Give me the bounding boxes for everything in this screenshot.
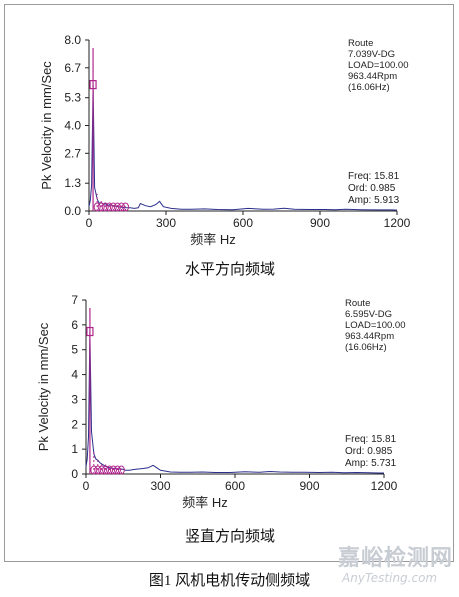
harmonic-marker xyxy=(101,202,109,212)
harmonic-marker xyxy=(113,465,121,475)
x-tick-label: 900 xyxy=(299,479,319,493)
info-text: 963.44Rpm xyxy=(348,71,397,82)
x-tick-label: 900 xyxy=(310,216,330,230)
info-text: LOAD=100.00 xyxy=(348,60,408,71)
chart-horizontal: 0.0 1.3 2.7 4.0 5.3 6.7 8.0 0 300 600 900 1200 频率 Hz… xyxy=(39,33,411,247)
info-text: Route xyxy=(348,38,373,49)
harmonic-marker xyxy=(122,202,130,212)
y-tick-label: 5 xyxy=(71,343,78,357)
x-tick-label: 300 xyxy=(156,216,176,230)
cursor-readout: Freq: 15.81 xyxy=(345,434,397,445)
x-tick-label: 1200 xyxy=(384,216,411,230)
y-tick-label: 2 xyxy=(71,417,78,431)
info-text: LOAD=100.00 xyxy=(345,320,405,331)
cursor-readout: Amp: 5.913 xyxy=(348,195,400,206)
y-axis-label: Pk Velocity in mm/Sec xyxy=(36,322,51,451)
y-tick-label: 3 xyxy=(71,392,78,406)
harmonic-marker xyxy=(98,465,106,475)
harmonic-marker xyxy=(94,465,102,475)
y-tick-label: 7 xyxy=(71,293,78,307)
x-axis-label: 频率 Hz xyxy=(182,495,228,510)
harmonic-marker xyxy=(109,465,117,475)
info-text: 963.44Rpm xyxy=(345,331,394,342)
harmonic-marker xyxy=(117,202,125,212)
x-axis-label: 频率 Hz xyxy=(190,232,236,247)
y-tick-label: 2.7 xyxy=(64,146,81,160)
y-axis-label: Pk Velocity in mm/Sec xyxy=(39,61,54,190)
harmonic-marker xyxy=(117,465,125,475)
x-tick-label: 600 xyxy=(225,479,245,493)
figure-frame xyxy=(4,4,454,562)
y-tick-label: 0 xyxy=(71,467,78,481)
y-tick-label: 6 xyxy=(71,318,78,332)
harmonic-marker xyxy=(105,202,113,212)
chart-caption-horizontal: 水平方向频域 xyxy=(185,262,276,278)
x-tick-label: 300 xyxy=(150,479,170,493)
harmonic-marker xyxy=(109,202,117,212)
cursor-readout: Freq: 15.81 xyxy=(348,171,400,182)
info-text: 6.595V-DG xyxy=(345,309,392,320)
y-tick-label: 0.0 xyxy=(64,204,81,218)
peak-marker xyxy=(86,326,94,337)
y-tick-label: 1 xyxy=(71,442,78,456)
watermark-en: AnyTesting.com xyxy=(342,571,438,585)
x-tick-label: 600 xyxy=(233,216,253,230)
y-tick-label: 4.0 xyxy=(64,119,81,133)
cursor-readout: Ord: 0.985 xyxy=(345,446,393,457)
harmonic-marker xyxy=(97,202,105,212)
harmonic-marker xyxy=(106,465,114,475)
chart-caption-vertical: 竖直方向频域 xyxy=(185,529,276,545)
chart-vertical: 0 1 2 3 4 5 6 7 0 300 600 900 1200 频率 Hz Pk Velocity i… xyxy=(36,293,405,510)
info-text: (16.06Hz) xyxy=(348,82,390,93)
info-text: 7.039V-DG xyxy=(348,49,395,60)
info-text: Route xyxy=(345,298,370,309)
y-tick-label: 5.3 xyxy=(64,91,81,105)
y-tick-label: 1.3 xyxy=(64,176,81,190)
x-tick-label: 0 xyxy=(83,479,90,493)
info-text: (16.06Hz) xyxy=(345,342,387,353)
harmonic-marker xyxy=(90,465,98,475)
figure-caption: 图1 风机电机传动侧频域 xyxy=(148,573,311,589)
harmonic-marker xyxy=(113,202,121,212)
y-tick-label: 4 xyxy=(71,368,78,382)
cursor-readout: Amp: 5.731 xyxy=(345,458,397,469)
x-tick-label: 0 xyxy=(86,216,93,230)
x-tick-label: 1200 xyxy=(371,479,398,493)
y-tick-label: 6.7 xyxy=(64,61,81,75)
cursor-readout: Ord: 0.985 xyxy=(348,183,396,194)
harmonic-marker xyxy=(93,202,101,212)
spectrum-trace xyxy=(85,331,384,474)
peak-marker xyxy=(89,80,97,90)
watermark-cn: 嘉峪检测网 xyxy=(338,546,454,571)
y-tick-label: 8.0 xyxy=(64,33,81,47)
harmonic-marker xyxy=(102,465,110,475)
